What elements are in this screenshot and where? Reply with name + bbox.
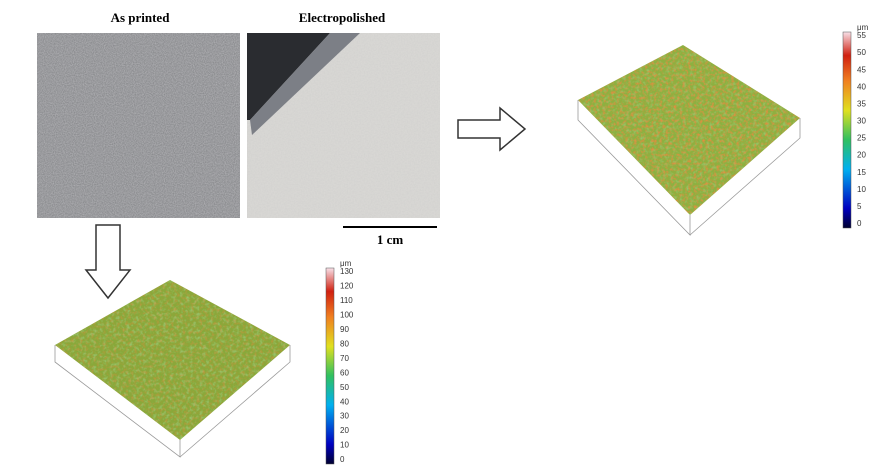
colorbar-tick-label: 30 [340, 412, 349, 421]
colorbar-tick-label: 25 [857, 134, 866, 143]
photo-label: As printed [111, 10, 171, 25]
colorbar-tick-label: 20 [340, 426, 349, 435]
colorbar-tick-label: 70 [340, 354, 349, 363]
photo-electropolished [247, 33, 440, 218]
colorbar-tick-label: 5 [857, 202, 862, 211]
colorbar-tick-label: 35 [857, 99, 866, 108]
figure: As printed Electropolished 1 cm μm555045… [0, 0, 889, 468]
colorbar-tick-label: 60 [340, 368, 349, 377]
colorbar-tick-label: 130 [340, 267, 354, 276]
colorbar-tick-label: 55 [857, 31, 866, 40]
colorbar-tick-label: 30 [857, 117, 866, 126]
colorbar-tick-label: 110 [340, 296, 353, 305]
colorbar-tick-label: 100 [340, 310, 354, 319]
colorbar-tick-label: 40 [340, 397, 349, 406]
arrow [86, 225, 130, 298]
arrow [458, 108, 525, 150]
surface-plot-as-printed [50, 275, 295, 457]
scale-bar-label: 1 cm [377, 232, 404, 247]
photo-label: Electropolished [299, 10, 386, 25]
colorbar-tick-label: 10 [340, 441, 349, 450]
colorbar-tick-label: 45 [857, 65, 866, 74]
surface-plot-electropolished [570, 40, 810, 235]
colorbar-tick-label: 0 [857, 219, 862, 228]
colorbar-tick-label: 40 [857, 82, 866, 91]
colorbar-tick-label: 90 [340, 325, 349, 334]
colorbar-tick-label: 120 [340, 282, 354, 291]
colorbar-tick-label: 50 [857, 48, 866, 57]
colorbar-tick-label: 50 [340, 383, 349, 392]
colorbar-tick-label: 80 [340, 339, 349, 348]
colorbar-tick-label: 0 [340, 455, 345, 464]
colorbar [326, 268, 334, 464]
photo-as-printed [37, 33, 240, 218]
colorbar-tick-label: 10 [857, 185, 866, 194]
colorbar [843, 32, 851, 228]
colorbar-tick-label: 15 [857, 168, 866, 177]
colorbar-tick-label: 20 [857, 151, 866, 160]
